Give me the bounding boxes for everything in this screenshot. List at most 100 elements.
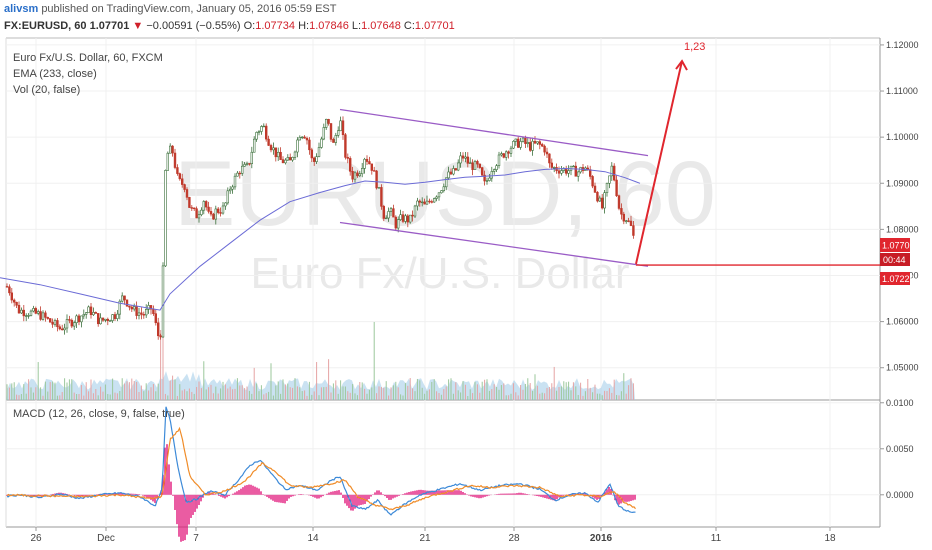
symbol-label: FX:EURUSD, 60 [4,20,87,32]
author-link[interactable]: alivsm [4,3,39,15]
candle-body [413,205,417,217]
legend-macd[interactable]: MACD (12, 26, close, 9, false, true) [13,408,185,420]
legend-vol[interactable]: Vol (20, false) [13,84,81,96]
signal-line [6,426,636,511]
countdown-tag-bg [880,253,910,266]
candle-body [298,137,301,141]
candle-body [243,164,246,167]
candle-body [567,170,570,174]
candle-body [336,130,340,136]
candle-body [281,159,285,164]
candle-body [464,156,467,159]
close-label: C: [403,20,415,32]
open-label: O: [243,20,256,32]
candle-body [600,197,604,209]
candle-body [543,145,546,153]
candle-body [253,138,256,153]
candle-body [77,315,81,323]
candle-body [320,138,323,148]
candle-body [524,137,527,144]
candle-body [181,178,184,185]
candle-body [447,171,450,179]
candle-body [149,305,153,310]
candle-body [430,201,433,203]
candle-body [504,151,508,158]
candle-body [550,162,554,168]
candle-body [106,318,110,322]
candle-body [36,311,40,314]
candle-body [154,313,157,324]
candle-body [521,137,525,142]
grid [6,38,880,527]
candle-body [226,190,229,204]
candle-body [574,165,578,177]
candle-body [161,265,165,338]
candle-body [380,187,383,207]
channel-lower-line[interactable] [339,221,649,267]
time-tick-label: 11 [711,533,722,544]
candle-body [492,169,496,172]
candle-body [538,141,542,145]
channel-upper-line[interactable] [339,108,649,157]
level-price-tag: 1.07226 [882,274,915,284]
candle-body [632,225,635,236]
candle-body [219,212,222,214]
candle-body [27,315,30,317]
price-change: −0.00591 (−0.55%) [146,20,241,32]
target-arrow[interactable] [635,60,683,265]
candle-body [303,136,306,139]
candle-body [612,165,616,181]
candle-body [617,195,621,209]
candle-body [411,214,414,217]
candle-body [109,320,112,322]
last-price-tag-bg [880,238,910,252]
candle-body [217,208,220,213]
candle-body [449,171,453,175]
candle-body [387,211,390,219]
candle-body [519,141,522,148]
candle-body [560,170,563,174]
candle-body [588,169,592,177]
candle-body [260,126,263,132]
candle-body [603,192,606,209]
candle-body [300,136,304,139]
candle-body [178,173,181,180]
candle-body [231,186,234,190]
candle-body [483,174,486,182]
time-tick-label: 18 [824,533,836,544]
candle-body [250,151,253,164]
candle-body [190,207,193,209]
time-tick-label: 14 [307,533,319,544]
candle-body [461,155,465,159]
price-axis: 1.120001.110001.100001.090001.080001.070… [880,40,919,373]
countdown-tag: 00:44 [883,255,906,265]
candle-body [420,201,424,204]
candle-body [111,314,114,321]
candle-body [495,165,498,170]
candles [5,116,635,340]
candle-body [183,184,186,190]
candle-body [428,200,431,203]
candle-body [200,209,203,216]
candle-body [425,200,429,205]
candle-body [193,207,196,210]
candle-body [401,214,405,222]
candle-body [442,186,445,191]
candle-body [370,163,373,171]
legend-ema[interactable]: EMA (233, close) [13,68,97,80]
candle-body [317,147,321,157]
candle-body [396,219,400,229]
candle-body [500,153,503,156]
candle-body [375,170,378,189]
candle-body [85,312,88,315]
candle-body [221,205,225,214]
candle-body [245,163,249,165]
ema-line [0,167,641,311]
volume-bars [6,322,635,400]
last-price-tag: 1.07701 [882,241,915,251]
candle-body [615,179,618,197]
time-tick-label: 21 [419,533,431,544]
candle-body [516,138,520,148]
candle-body [87,306,90,314]
